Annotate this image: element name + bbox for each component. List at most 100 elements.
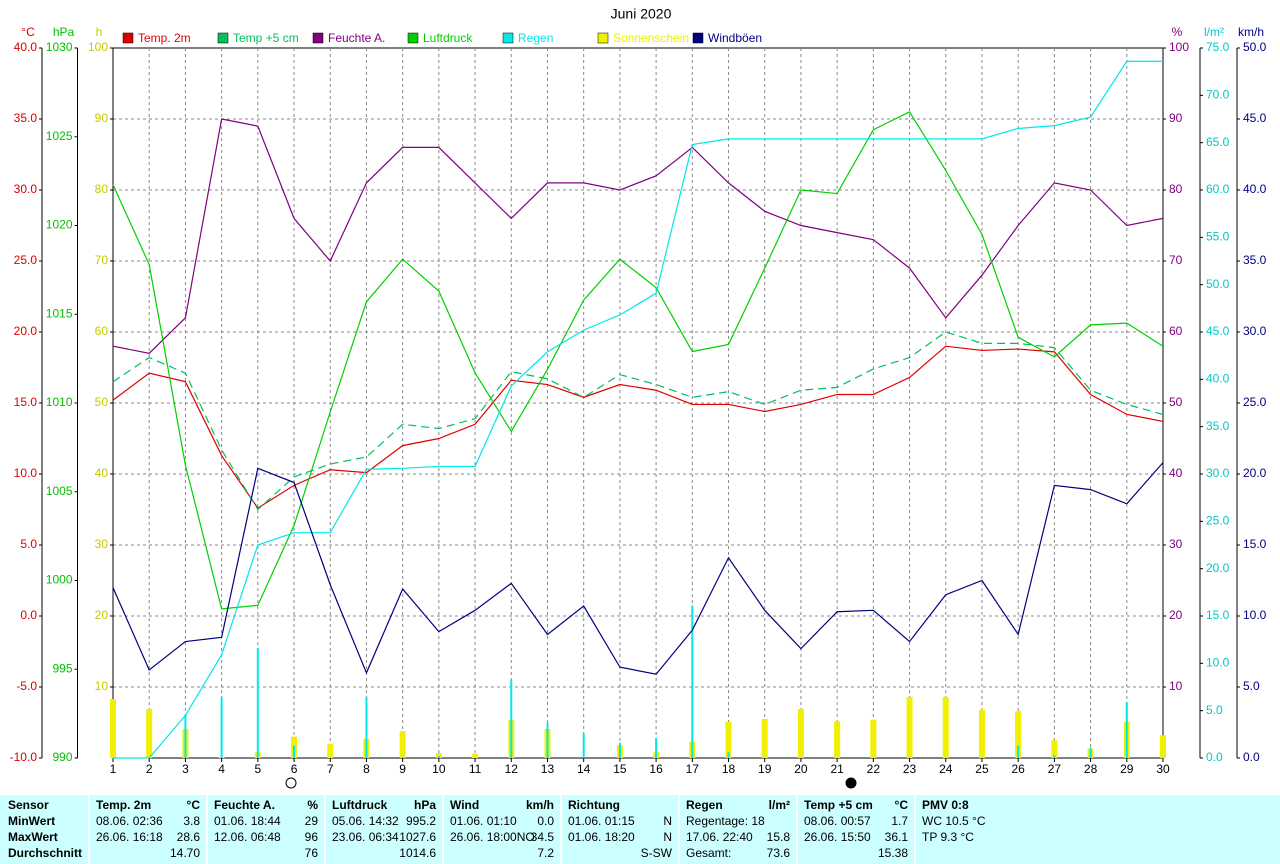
y-tick-label: 995 <box>52 661 72 675</box>
y-tick-label: 60.0 <box>1206 182 1230 196</box>
y-tick-label: 10.0 <box>14 466 38 480</box>
cell-text: 01.06. 01:15 <box>568 814 635 828</box>
cell-value: N <box>663 830 672 844</box>
column-separator <box>324 795 326 864</box>
x-tick-label: 24 <box>939 762 953 776</box>
y-tick-label: 70.0 <box>1206 88 1230 102</box>
bar <box>797 709 804 758</box>
axis-title: % <box>1172 25 1183 39</box>
x-tick-label: 12 <box>505 762 519 776</box>
series-line <box>112 462 1164 675</box>
daily-rain-bar <box>1125 702 1128 758</box>
y-tick-label: 35.0 <box>1206 419 1230 433</box>
column-header: Temp +5 cm <box>804 798 873 812</box>
y-tick-label: 75.0 <box>1206 40 1230 54</box>
y-tick-label: 55.0 <box>1206 230 1230 244</box>
bar <box>906 696 913 758</box>
cell-value: 0.0 <box>537 814 554 828</box>
series-line <box>112 331 1164 511</box>
cell-value: 73.6 <box>766 846 790 860</box>
cell-value: 76 <box>304 846 318 860</box>
y-tick-label: 80 <box>1169 182 1183 196</box>
daily-rain-bar <box>1089 747 1092 758</box>
chart: Juni 2020 1 2 3 4 5 6 7 8 9 10 11 12 13 14 15 16 17 18 19 2… <box>10 6 1267 789</box>
bar <box>472 753 479 758</box>
x-tick-label: 9 <box>399 762 406 776</box>
daily-rain-bar <box>401 757 404 758</box>
daily-rain-bar <box>655 738 658 758</box>
daily-rain-bar <box>691 605 694 758</box>
cell-text: Gesamt: <box>686 846 732 860</box>
y-tick-label: 5.0 <box>1243 679 1260 693</box>
daily-rain-bar <box>510 679 513 758</box>
legend-label: Feuchte A. <box>328 31 385 45</box>
y-tick-label: 990 <box>52 750 72 764</box>
y-tick-label: -10.0 <box>10 750 38 764</box>
column-header: Temp. 2m <box>96 798 152 812</box>
axis-title: l/m² <box>1204 25 1224 39</box>
cell-text: Regentage: 18 <box>686 814 765 828</box>
x-tick-label: 4 <box>218 762 225 776</box>
cell-value: 96 <box>304 830 318 844</box>
series-line <box>112 345 1164 509</box>
legend-label: Sonnenschein <box>613 31 689 45</box>
y-tick-label: 50 <box>95 395 109 409</box>
moon-new <box>845 777 857 789</box>
x-tick-label: 15 <box>613 762 627 776</box>
y-tick-label: 1020 <box>46 218 73 232</box>
x-tick-label: 8 <box>363 762 370 776</box>
legend-label: Temp +5 cm <box>233 31 299 45</box>
x-tick-label: 19 <box>758 762 772 776</box>
x-tick-label: 21 <box>830 762 844 776</box>
column-separator <box>442 795 444 864</box>
column-header: Richtung <box>568 798 620 812</box>
cell-value: 36.1 <box>884 830 908 844</box>
daily-rain-bar <box>1053 755 1056 758</box>
cell-value: 34.5 <box>530 830 554 844</box>
legend-swatch <box>692 32 704 44</box>
y-tick-label: 1005 <box>46 484 73 498</box>
x-tick-label: 5 <box>254 762 261 776</box>
cell-text: TP 9.3 °C <box>922 830 974 844</box>
column-separator <box>796 795 798 864</box>
x-tick-label: 17 <box>686 762 700 776</box>
legend-label: Luftdruck <box>423 31 473 45</box>
x-tick-label: 14 <box>577 762 591 776</box>
y-tick-label: 0.0 <box>1206 750 1223 764</box>
x-tick-label: 22 <box>867 762 881 776</box>
row-label: Durchschnitt <box>8 846 83 860</box>
y-tick-label: 100 <box>88 40 108 54</box>
y-tick-label: 15.0 <box>14 395 38 409</box>
y-tick-label: 65.0 <box>1206 135 1230 149</box>
y-tick-label: 20 <box>95 608 109 622</box>
series-line <box>112 118 1164 354</box>
series-line <box>112 111 1164 610</box>
cell-text: 08.06. 02:36 <box>96 814 163 828</box>
cell-value: 995.2 <box>405 814 436 828</box>
column-header: Luftdruck <box>332 798 388 812</box>
y-tick-label: 60 <box>95 324 109 338</box>
cell-value: 1.7 <box>891 814 908 828</box>
y-tick-label: 30.0 <box>1243 324 1267 338</box>
bar <box>761 718 768 758</box>
bar <box>327 743 334 758</box>
axis-title: hPa <box>53 25 75 39</box>
daily-rain-bar <box>546 722 549 758</box>
y-tick-label: 90 <box>95 111 109 125</box>
y-tick-label: 5.0 <box>1206 703 1223 717</box>
cell-text: 26.06. 18:00NO <box>450 830 535 844</box>
daily-rain-bar <box>618 742 621 758</box>
y-tick-label: 10 <box>95 679 109 693</box>
y-tick-label: 30.0 <box>1206 466 1230 480</box>
daily-rain-bar <box>582 733 585 758</box>
cell-value: 29 <box>304 814 318 828</box>
bar <box>725 721 732 758</box>
cell-value: N <box>663 814 672 828</box>
cell-text: WC 10.5 °C <box>922 814 986 828</box>
y-tick-label: 90 <box>1169 111 1183 125</box>
y-tick-label: 20.0 <box>14 324 38 338</box>
cell-value: 15.38 <box>877 846 908 860</box>
y-tick-label: 1015 <box>46 306 73 320</box>
bar <box>942 696 949 758</box>
y-tick-label: 10 <box>1169 679 1183 693</box>
